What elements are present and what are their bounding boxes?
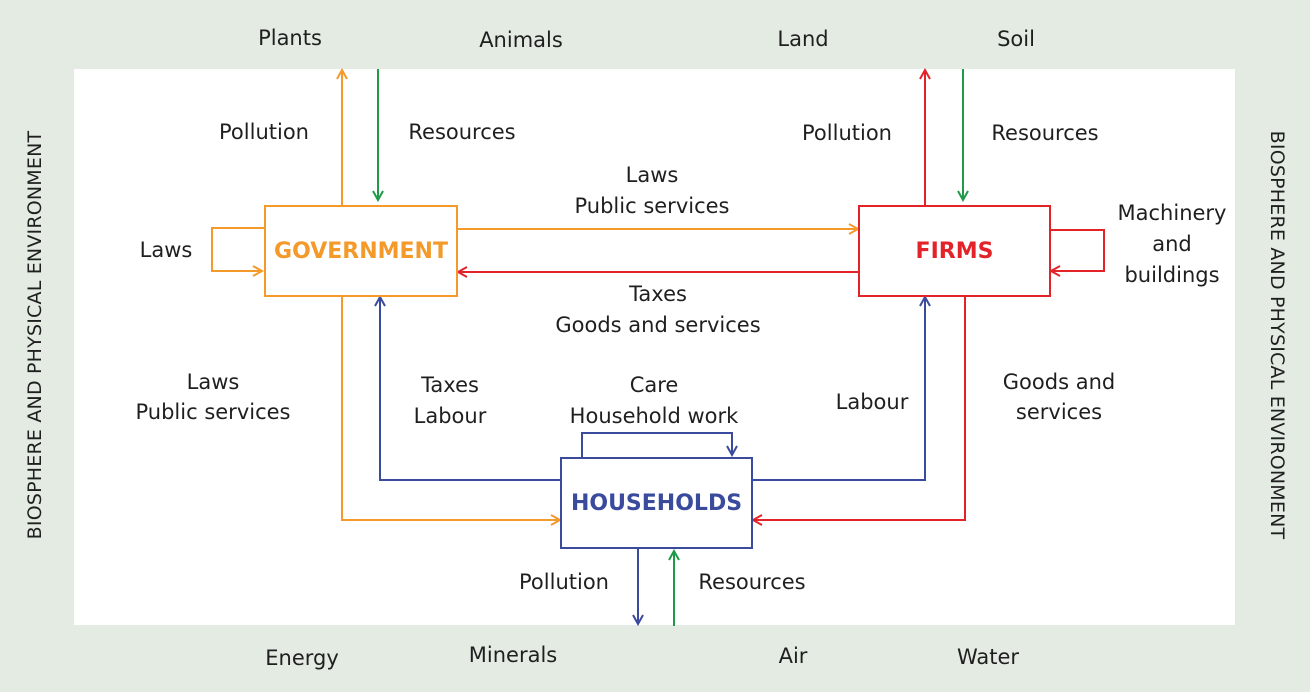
- firms-self-label-1: Machinery: [1117, 201, 1227, 225]
- hh-self-label-2: Household work: [569, 404, 739, 428]
- gov-self-laws-arrow: [211, 227, 264, 271]
- gov-resources-label: Resources: [408, 120, 516, 144]
- firms-self-label-3: buildings: [1124, 263, 1220, 287]
- firms-to-hh-arrow: [753, 297, 966, 520]
- gov-to-hh-label-2: Public services: [135, 400, 291, 424]
- env-land: Land: [777, 27, 829, 51]
- hh-resources-label: Resources: [698, 570, 806, 594]
- firms-self-arrow: [1051, 229, 1105, 271]
- firms-to-hh-label-2: services: [1015, 400, 1103, 424]
- hh-to-firms-label: Labour: [835, 390, 909, 414]
- firms-node: FIRMS: [858, 205, 1051, 297]
- firms-to-gov-label-2: Goods and services: [555, 313, 761, 337]
- env-animals: Animals: [479, 28, 563, 52]
- firms-pollution-label: Pollution: [802, 121, 892, 145]
- gov-to-hh-label-1: Laws: [186, 370, 240, 394]
- gov-self-laws-label: Laws: [139, 238, 193, 262]
- firms-resources-label: Resources: [991, 121, 1099, 145]
- firms-to-gov-label-1: Taxes: [629, 282, 687, 306]
- hh-self-arrow: [581, 432, 732, 457]
- hh-pollution-label: Pollution: [519, 570, 609, 594]
- env-air: Air: [778, 644, 808, 668]
- left-environment-label: BIOSPHERE AND PHYSICAL ENVIRONMENT: [24, 130, 46, 540]
- hh-to-firms-arrow: [753, 297, 925, 481]
- env-soil: Soil: [997, 27, 1035, 51]
- hh-self-label-1: Care: [629, 373, 679, 397]
- gov-to-hh-arrow: [341, 297, 560, 520]
- env-minerals: Minerals: [468, 643, 558, 667]
- firms-self-label-2: and: [1152, 232, 1192, 256]
- gov-to-firms-label-1: Laws: [625, 163, 679, 187]
- hh-to-gov-label-2: Labour: [413, 404, 487, 428]
- households-node: HOUSEHOLDS: [560, 457, 753, 549]
- firms-to-hh-label-1: Goods and: [1002, 370, 1116, 394]
- gov-pollution-label: Pollution: [219, 120, 309, 144]
- hh-to-gov-label-1: Taxes: [421, 373, 479, 397]
- gov-to-firms-label-2: Public services: [574, 194, 730, 218]
- government-node: GOVERNMENT: [264, 205, 458, 297]
- hh-to-gov-arrow: [380, 297, 560, 481]
- env-plants: Plants: [258, 26, 322, 50]
- right-environment-label: BIOSPHERE AND PHYSICAL ENVIRONMENT: [1266, 130, 1288, 540]
- env-energy: Energy: [265, 646, 339, 670]
- env-water: Water: [956, 645, 1020, 669]
